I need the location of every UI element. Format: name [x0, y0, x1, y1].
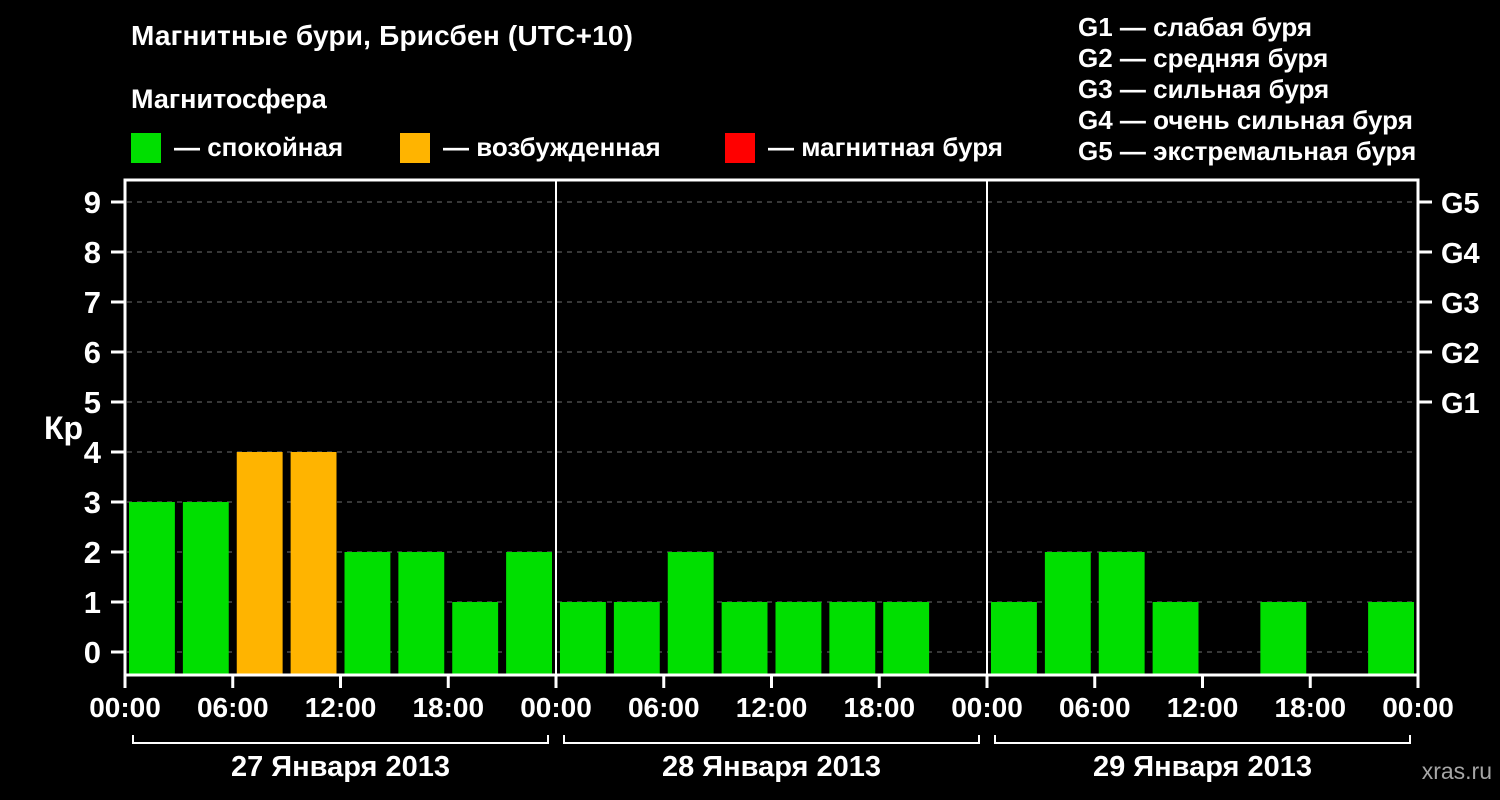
x-tick-label: 06:00: [628, 692, 700, 723]
y-tick-label: 0: [84, 635, 101, 670]
y-axis-title: Кр: [44, 410, 84, 446]
day-bracket: [132, 735, 549, 744]
g-tick-label: G5: [1441, 188, 1480, 220]
y-tick-label: 3: [84, 485, 101, 520]
kp-bar: [129, 502, 175, 674]
g-scale-line-g4: G4 — очень сильная буря: [1078, 105, 1413, 135]
kp-bar: [452, 602, 499, 674]
g-tick-label: G3: [1441, 288, 1480, 320]
x-tick-label: 12:00: [736, 692, 808, 723]
kp-bar: [667, 552, 714, 674]
kp-bar: [560, 602, 606, 674]
g-scale-line-g5: G5 — экстремальная буря: [1078, 136, 1417, 166]
date-label: 29 Января 2013: [1093, 751, 1312, 783]
x-tick-label: 00:00: [951, 692, 1023, 723]
magnetosphere-heading: Магнитосфера: [131, 84, 327, 114]
kp-bar: [344, 552, 391, 674]
x-tick-label: 12:00: [1167, 692, 1239, 723]
g-scale-line-g3: G3 — сильная буря: [1078, 74, 1330, 104]
legend-item-excited: — возбужденная: [400, 132, 661, 163]
kp-bar: [182, 502, 229, 674]
y-tick-label: 5: [84, 385, 101, 420]
y-tick-label: 2: [84, 535, 101, 570]
kp-bar: [1368, 602, 1414, 674]
x-tick-label: 12:00: [305, 692, 377, 723]
g-scale-line-g1: G1 — слабая буря: [1078, 12, 1313, 42]
kp-bar: [883, 602, 930, 674]
y-tick-label: 6: [84, 335, 101, 370]
y-tick-label: 9: [84, 185, 101, 220]
g-tick-label: G1: [1441, 388, 1480, 420]
kp-bar: [991, 602, 1037, 674]
x-tick-label: 00:00: [1382, 692, 1454, 723]
kp-bar: [721, 602, 768, 674]
legend-item-storm: — магнитная буря: [725, 132, 1003, 163]
kp-bar: [613, 602, 660, 674]
kp-bar: [506, 552, 552, 674]
y-tick-label: 8: [84, 235, 101, 270]
g-tick-label: G4: [1441, 238, 1480, 270]
y-tick-label: 4: [84, 435, 102, 470]
activity-legend: — спокойная — возбужденная — магнитная б…: [0, 132, 1500, 166]
y-tick-label: 1: [84, 585, 101, 620]
g-tick-label: G2: [1441, 338, 1480, 370]
storm-label: — магнитная буря: [768, 132, 1003, 162]
day-bracket: [563, 735, 980, 744]
legend-item-quiet: — спокойная: [131, 132, 343, 163]
kp-bar: [1260, 602, 1307, 674]
x-tick-label: 06:00: [197, 692, 269, 723]
kp-bar: [775, 602, 822, 674]
kp-bar: [1152, 602, 1199, 674]
storm-color-swatch: [725, 132, 755, 163]
excited-color-swatch: [400, 132, 430, 163]
kp-bar: [290, 452, 337, 674]
kp-bar: [1044, 552, 1091, 674]
quiet-color-swatch: [131, 132, 161, 163]
quiet-label: — спокойная: [174, 132, 344, 162]
kp-bar: [1098, 552, 1145, 674]
x-tick-label: 18:00: [843, 692, 915, 723]
date-label: 27 Января 2013: [231, 751, 450, 783]
day-bracket: [994, 735, 1411, 744]
x-tick-label: 00:00: [89, 692, 161, 723]
excited-label: — возбужденная: [443, 132, 661, 162]
x-tick-label: 18:00: [412, 692, 484, 723]
x-tick-label: 06:00: [1059, 692, 1131, 723]
g-scale-legend: G1 — слабая буря G2 — средняя буря G3 — …: [1078, 12, 1416, 167]
kp-bar: [398, 552, 445, 674]
x-tick-label: 00:00: [520, 692, 592, 723]
chart-title: Магнитные бури, Брисбен (UTC+10): [131, 20, 634, 51]
y-tick-label: 7: [84, 285, 101, 320]
kp-bar: [236, 452, 283, 674]
date-label: 28 Января 2013: [662, 751, 881, 783]
kp-bar: [829, 602, 876, 674]
g-scale-line-g2: G2 — средняя буря: [1078, 43, 1329, 73]
x-tick-label: 18:00: [1274, 692, 1346, 723]
watermark: xras.ru: [1421, 758, 1492, 784]
